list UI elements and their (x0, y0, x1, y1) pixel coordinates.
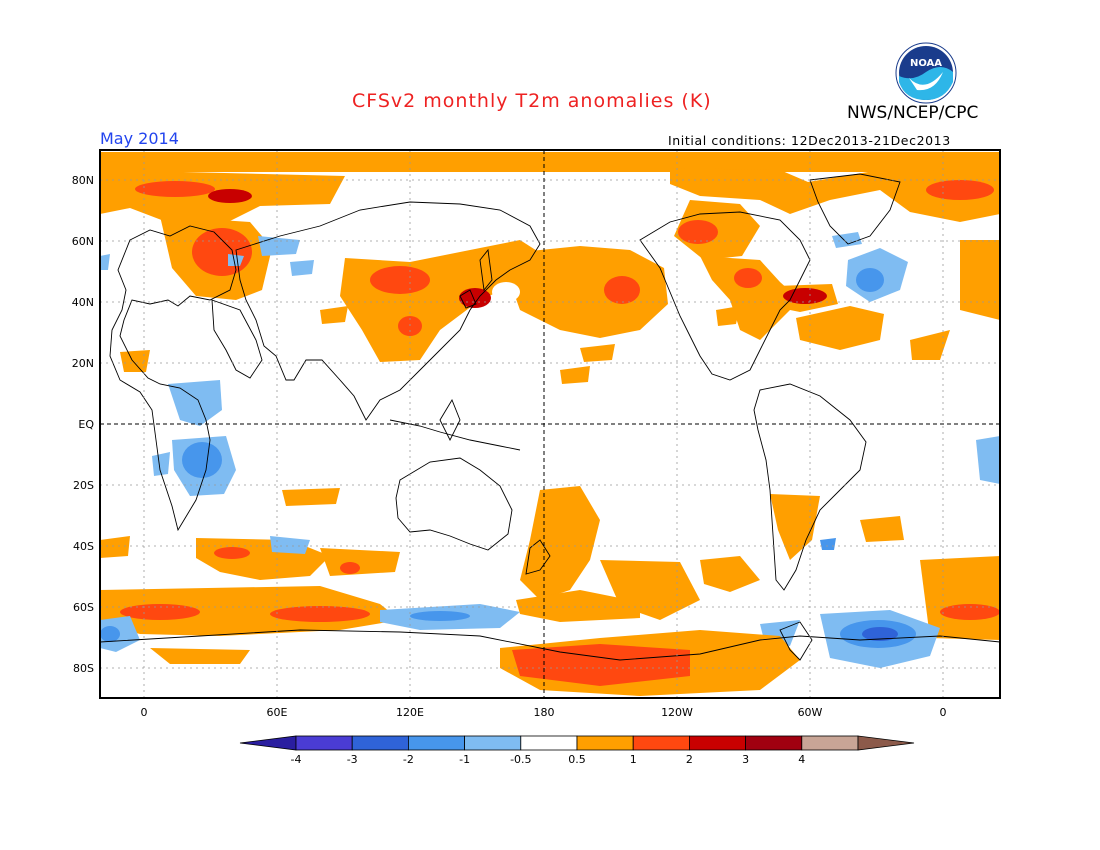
southern-hemisphere-anomalies (100, 486, 1000, 696)
legend-swatch (632, 735, 690, 751)
lon-label: 60W (798, 706, 823, 719)
cold-anomaly-north-atlantic (100, 232, 908, 302)
legend-tick-label: 4 (798, 753, 805, 766)
lon-label: 0 (940, 706, 947, 719)
lon-label: 120E (396, 706, 424, 719)
map-field (100, 150, 1000, 698)
reference-lines (100, 150, 1000, 698)
lon-label: 180 (534, 706, 555, 719)
lat-label: 20S (73, 479, 94, 492)
legend-swatch (351, 735, 409, 751)
warm-anomaly-north-pacific (492, 246, 668, 384)
initial-conditions: Initial conditions: 12Dec2013-21Dec2013 (668, 133, 951, 148)
lat-label: 60S (73, 601, 94, 614)
grid-lines (100, 150, 1000, 698)
longitude-labels: 0 60E 120E 180 120W 60W 0 (141, 706, 947, 719)
legend-tick-label: -2 (403, 753, 414, 766)
lat-label: 80S (73, 662, 94, 675)
lat-label: 80N (72, 174, 94, 187)
map-frame (99, 149, 1001, 699)
lat-label: 40S (73, 540, 94, 553)
coastlines (100, 173, 1000, 661)
legend-swatch (520, 735, 578, 751)
legend-swatch (407, 735, 465, 751)
warm-anomaly-arctic (100, 152, 1000, 260)
legend-swatch (295, 735, 353, 751)
legend-tick-label: -3 (347, 753, 358, 766)
lon-label: 60E (267, 706, 288, 719)
legend-swatch (689, 735, 747, 751)
warm-anomaly-eurasia (160, 216, 545, 362)
legend-swatch (745, 735, 803, 751)
valid-month: May 2014 (100, 129, 179, 148)
noaa-logo-icon: NOAA (895, 42, 957, 104)
lat-label: 40N (72, 296, 94, 309)
legend-tick-label: -0.5 (510, 753, 531, 766)
legend-arrow-high (857, 735, 915, 751)
legend-swatch (464, 735, 522, 751)
lon-label: 120W (661, 706, 693, 719)
legend-tick-label: 1 (630, 753, 637, 766)
chart-title: CFSv2 monthly T2m anomalies (K) (352, 90, 712, 112)
latitude-labels: 80N 60N 40N 20N EQ 20S 40S 60S 80S (72, 174, 95, 675)
color-legend: -4 -3 -2 -1 -0.5 0.5 1 2 3 4 (239, 735, 915, 766)
legend-tick-label: -4 (291, 753, 302, 766)
legend-swatch (801, 735, 859, 751)
legend-arrow-low (239, 735, 297, 751)
lon-label: 0 (141, 706, 148, 719)
legend-tick-label: -1 (459, 753, 470, 766)
legend-swatch (576, 735, 634, 751)
legend-tick-label: 3 (742, 753, 749, 766)
lat-label: 20N (72, 357, 94, 370)
logo-text: NOAA (910, 58, 942, 69)
legend-tick-label: 0.5 (568, 753, 586, 766)
legend-tick-label: 2 (686, 753, 693, 766)
lat-label: EQ (78, 418, 94, 431)
org-label: NWS/NCEP/CPC (847, 103, 979, 123)
lat-label: 60N (72, 235, 94, 248)
cold-anomaly-africa (120, 350, 1000, 496)
